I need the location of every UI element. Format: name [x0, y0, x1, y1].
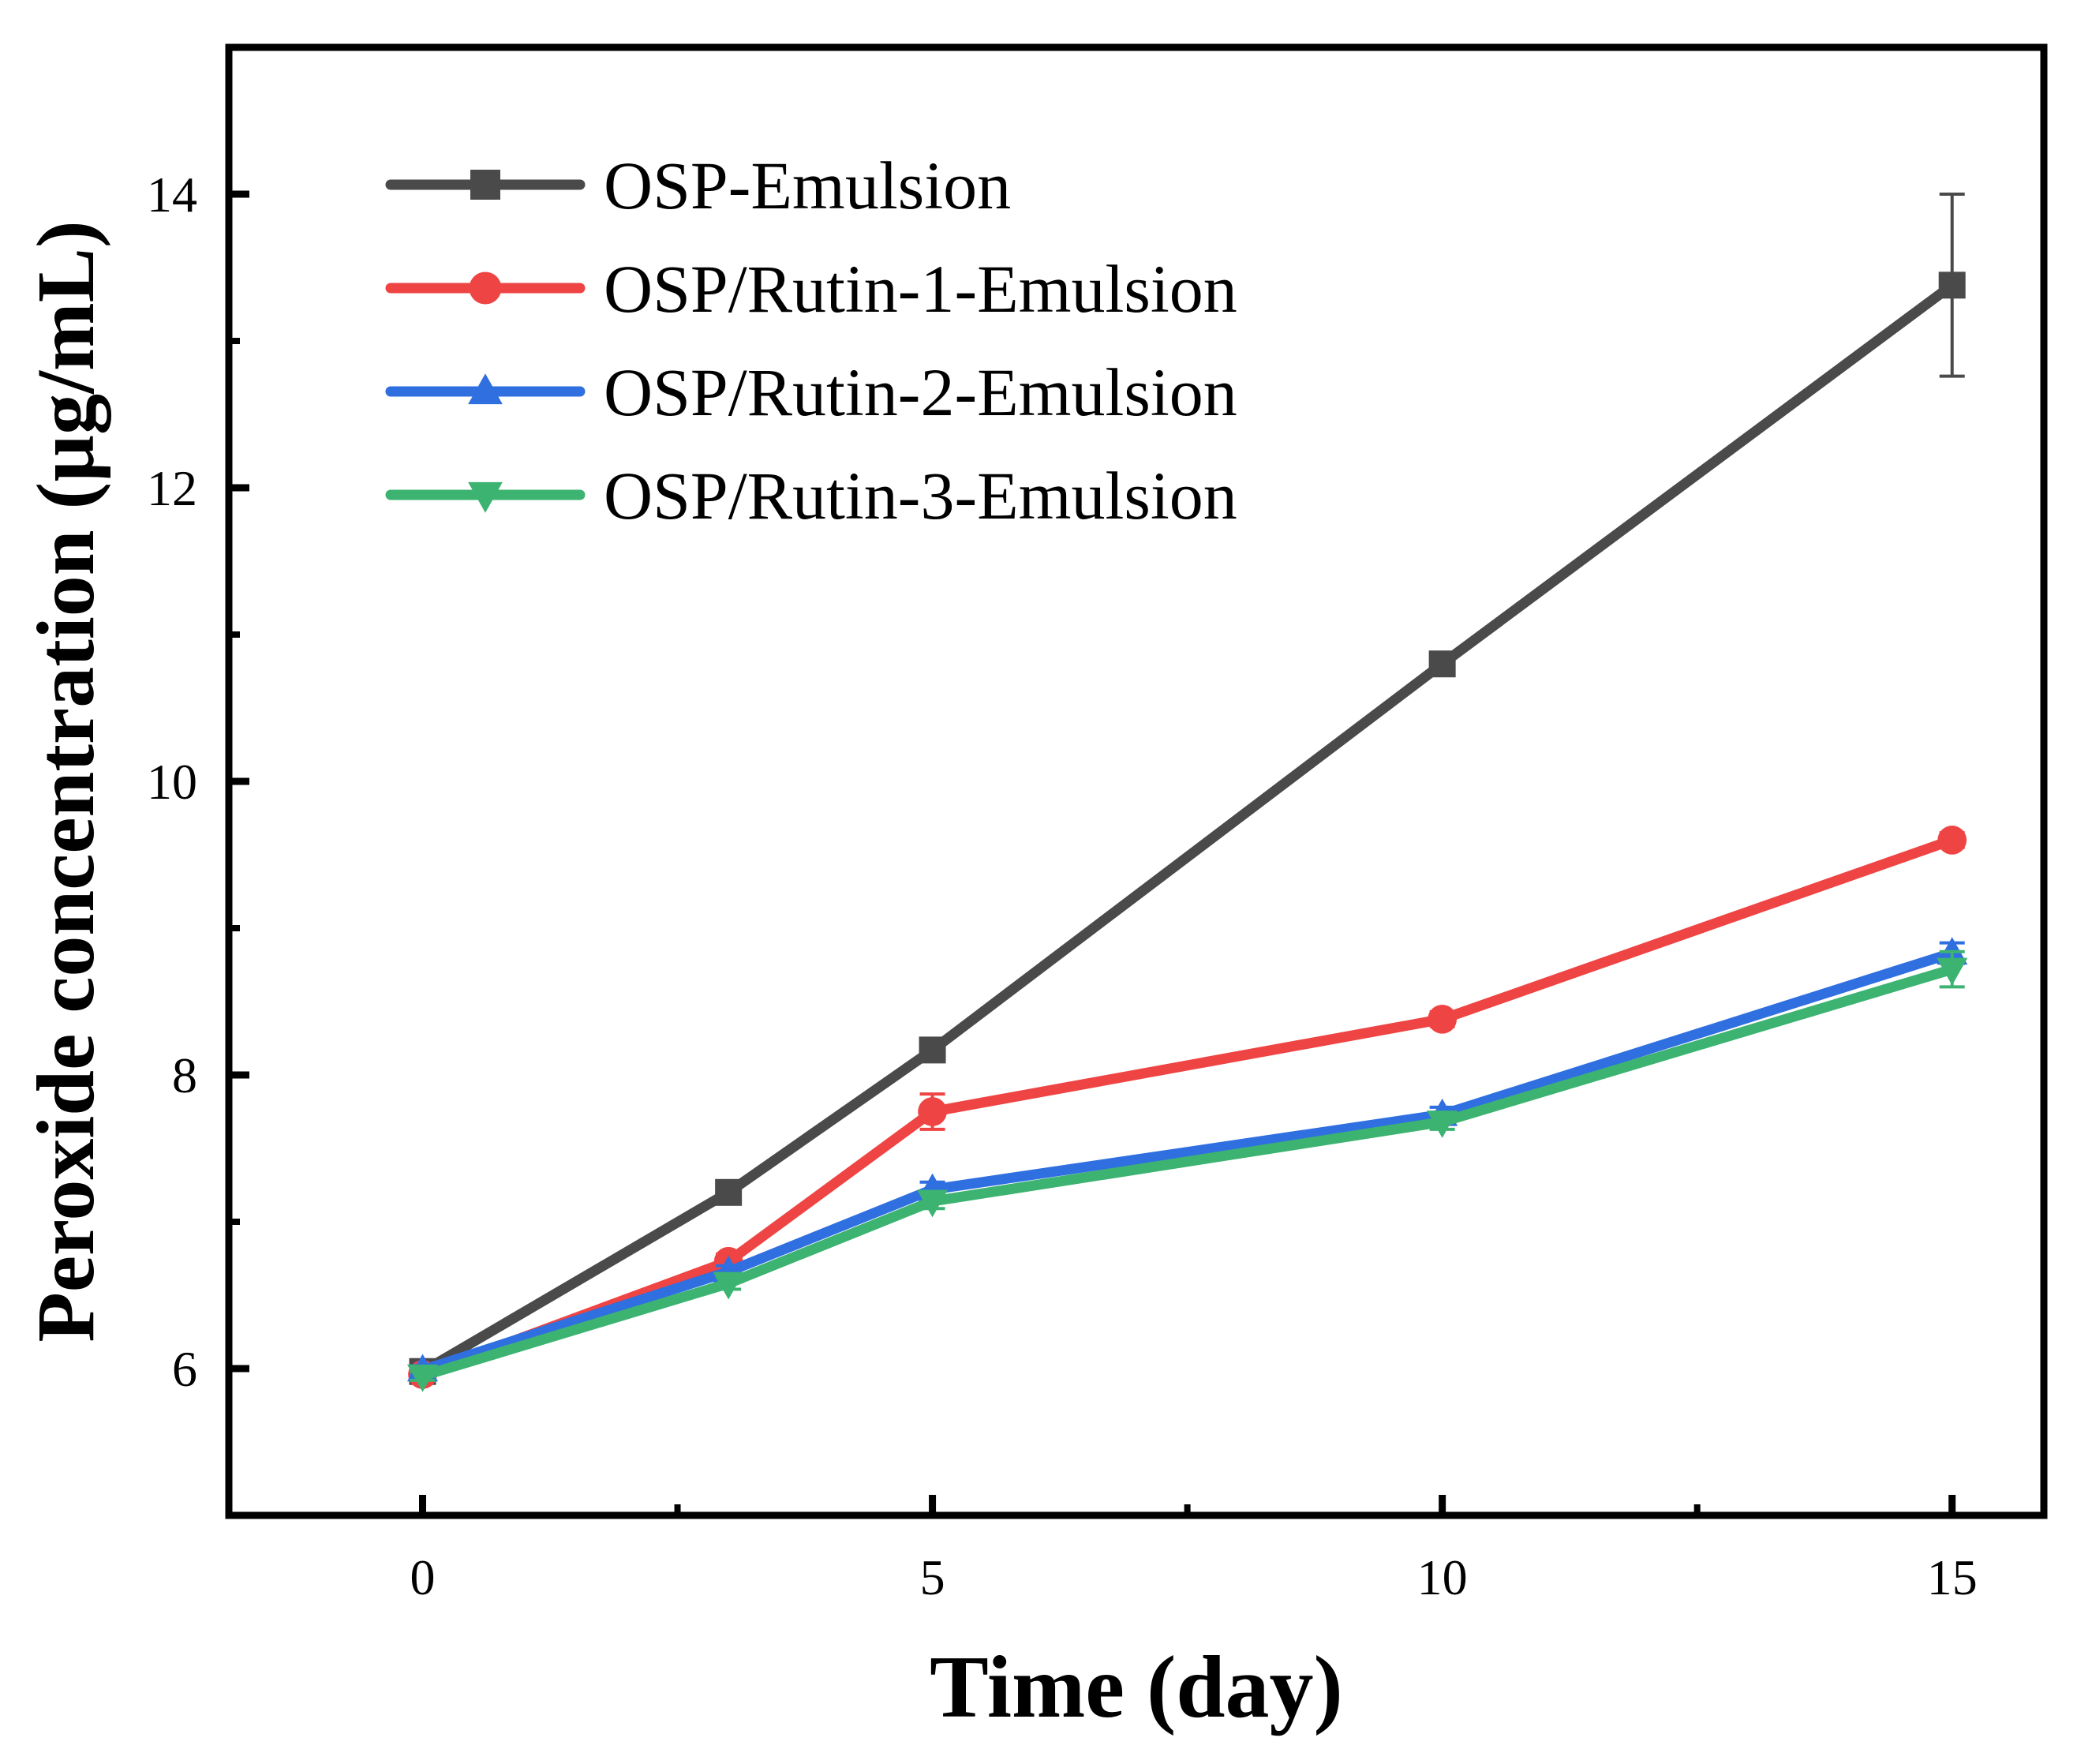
- legend-marker: [469, 272, 502, 305]
- series-layer: [406, 193, 1968, 1392]
- data-point: [917, 1189, 949, 1218]
- data-point: [713, 1272, 744, 1300]
- y-tick-label-12: 12: [147, 460, 197, 516]
- y-tick-label-6: 6: [172, 1341, 197, 1397]
- legend-item-4: OSP/Rutin-3-Emulsion: [385, 458, 1237, 534]
- series-4: [406, 949, 1968, 1392]
- legend-marker: [468, 373, 503, 405]
- legend-label: OSP/Rutin-1-Emulsion: [604, 251, 1237, 327]
- legend-item-1: OSP-Emulsion: [385, 148, 1011, 223]
- x-axis-title: Time (day): [930, 1639, 1343, 1736]
- axes-layer: 0 5 10 15 6 8 10 12 14: [147, 167, 1978, 1605]
- legend-marker: [468, 481, 503, 513]
- legend-item-2: OSP/Rutin-1-Emulsion: [385, 251, 1237, 327]
- y-tick-label-8: 8: [172, 1047, 197, 1103]
- legend-marker: [470, 170, 500, 200]
- y-tick-label-10: 10: [147, 754, 197, 810]
- data-point: [715, 1178, 743, 1206]
- x-tick-label-15: 15: [1927, 1549, 1978, 1605]
- data-point: [1937, 826, 1967, 855]
- data-point: [1938, 272, 1966, 299]
- legend-label: OSP-Emulsion: [604, 148, 1011, 223]
- legend-item-3: OSP/Rutin-2-Emulsion: [385, 354, 1237, 430]
- data-point: [1427, 1110, 1458, 1138]
- data-point: [918, 1097, 947, 1126]
- x-tick-label-5: 5: [920, 1549, 945, 1605]
- y-tick-label-14: 14: [147, 167, 197, 223]
- data-point: [406, 1364, 439, 1392]
- legend-label: OSP/Rutin-3-Emulsion: [604, 458, 1237, 534]
- legend-label: OSP/Rutin-2-Emulsion: [604, 354, 1237, 430]
- data-point: [1937, 957, 1968, 986]
- series-1: [409, 193, 1966, 1385]
- legend: OSP-Emulsion OSP/Rutin-1-Emulsion OSP/Ruti…: [385, 148, 1237, 534]
- data-point: [1428, 650, 1456, 678]
- data-point: [1428, 1004, 1458, 1034]
- x-tick-label-0: 0: [410, 1549, 436, 1605]
- x-tick-label-10: 10: [1417, 1549, 1468, 1605]
- data-point: [919, 1036, 946, 1064]
- y-axis-title: Peroxide concentration (µg/mL): [21, 220, 111, 1342]
